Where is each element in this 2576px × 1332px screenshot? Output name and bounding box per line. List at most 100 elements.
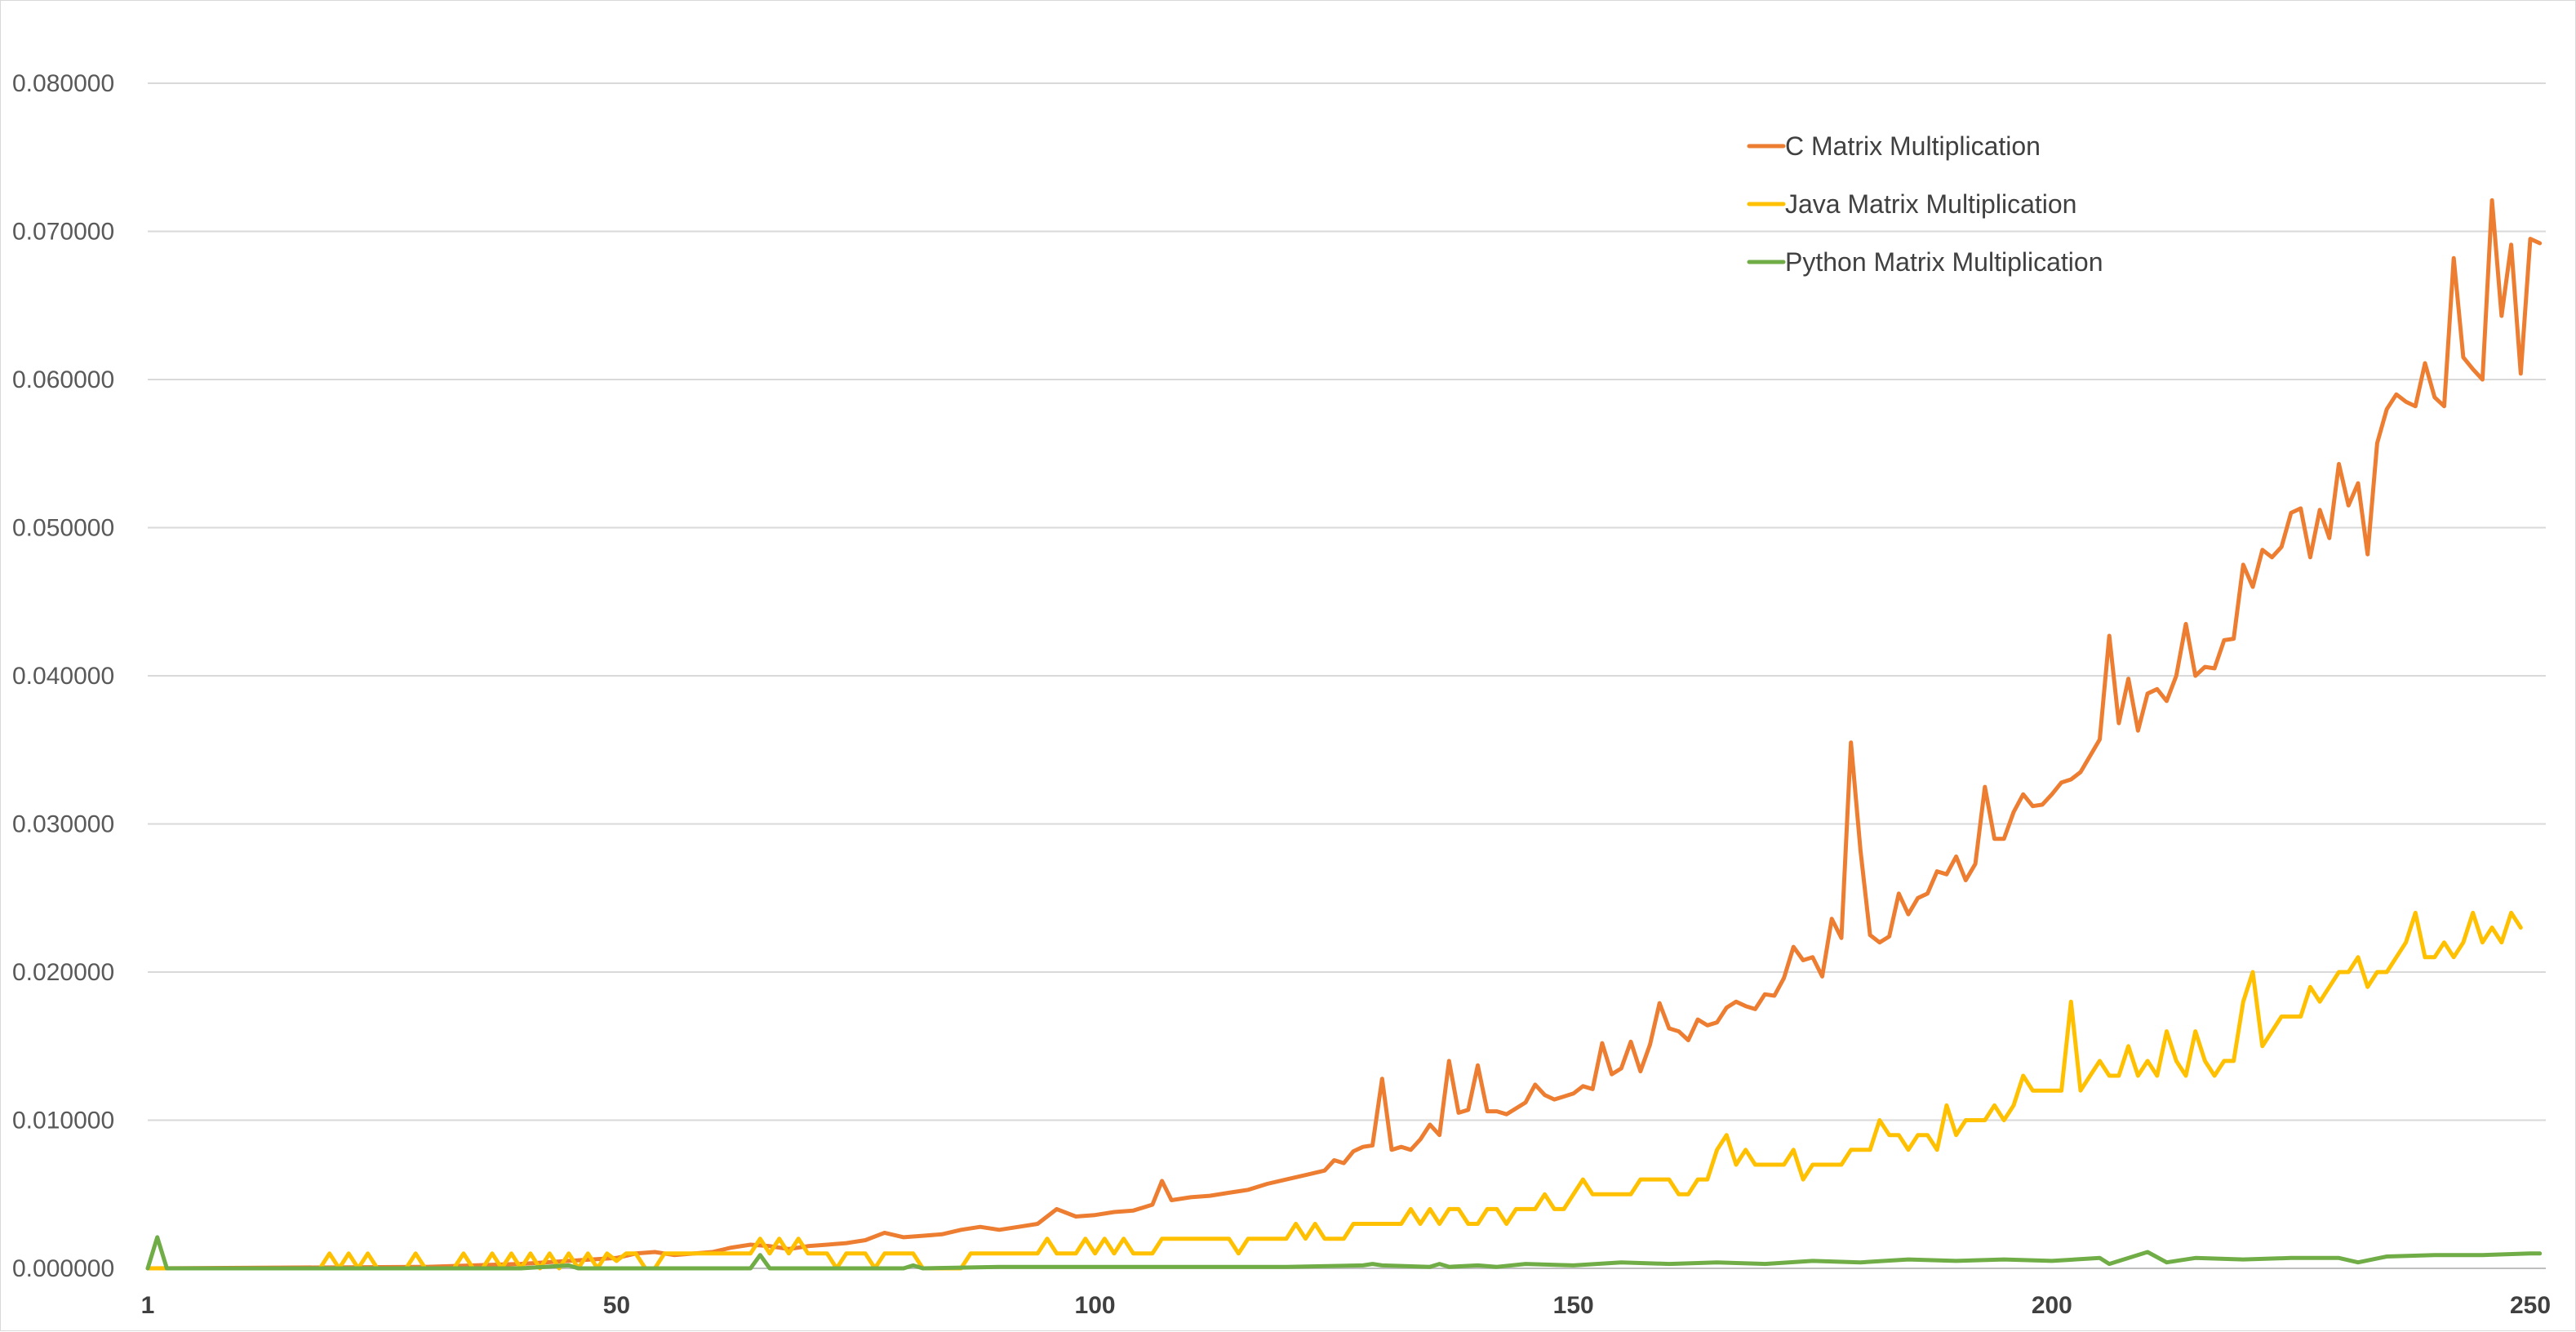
java-matrix-multiplication-point bbox=[1668, 1179, 1670, 1180]
c-matrix-multiplication-point bbox=[2252, 586, 2254, 588]
java-matrix-multiplication-point bbox=[2329, 986, 2330, 988]
java-matrix-multiplication-point bbox=[2070, 1001, 2072, 1003]
c-matrix-multiplication-point bbox=[2472, 368, 2474, 371]
java-matrix-multiplication-point bbox=[2357, 957, 2359, 958]
c-matrix-multiplication-point bbox=[1735, 1001, 1737, 1003]
c-matrix-multiplication-point bbox=[1055, 1208, 1058, 1210]
python-matrix-multiplication-point bbox=[1620, 1261, 1623, 1263]
java-matrix-multiplication-point bbox=[797, 1237, 799, 1240]
c-matrix-multiplication-point bbox=[1974, 863, 1976, 865]
java-matrix-multiplication-point bbox=[1477, 1223, 1479, 1225]
c-matrix-multiplication-point bbox=[1486, 1110, 1488, 1112]
c-matrix-multiplication-point bbox=[2194, 675, 2196, 677]
python-matrix-multiplication-point bbox=[1371, 1263, 1374, 1265]
java-matrix-multiplication-point bbox=[2118, 1075, 2120, 1077]
python-matrix-multiplication-point bbox=[520, 1268, 522, 1269]
java-matrix-multiplication-point bbox=[664, 1253, 665, 1254]
c-matrix-multiplication-point bbox=[1410, 1149, 1412, 1151]
c-matrix-multiplication-point bbox=[1152, 1204, 1153, 1205]
c-matrix-multiplication-point bbox=[1993, 837, 1996, 840]
c-matrix-multiplication-point bbox=[2127, 677, 2130, 680]
java-matrix-multiplication-point bbox=[2089, 1075, 2091, 1077]
java-matrix-multiplication-point bbox=[1486, 1208, 1488, 1210]
c-matrix-multiplication-point bbox=[769, 1245, 771, 1247]
python-matrix-multiplication-point bbox=[2538, 1253, 2541, 1254]
c-matrix-multiplication-point bbox=[1774, 995, 1775, 997]
c-matrix-multiplication-point bbox=[2003, 837, 2005, 840]
c-matrix-multiplication-point bbox=[1620, 1068, 1623, 1069]
java-matrix-multiplication-point bbox=[883, 1253, 886, 1254]
legend-entry-c-matrix-multiplication: C Matrix Multiplication bbox=[1747, 131, 2041, 161]
python-matrix-multiplication-point bbox=[2108, 1263, 2110, 1265]
c-matrix-multiplication-point bbox=[979, 1226, 981, 1228]
c-matrix-multiplication-point bbox=[1438, 1134, 1441, 1136]
java-matrix-multiplication-point bbox=[1850, 1149, 1852, 1151]
c-matrix-multiplication-point bbox=[2175, 675, 2178, 677]
c-matrix-multiplication-point bbox=[2443, 405, 2445, 407]
python-matrix-multiplication-point bbox=[759, 1254, 762, 1256]
c-matrix-multiplication-point bbox=[1209, 1195, 1210, 1197]
c-matrix-multiplication-point bbox=[1458, 1112, 1459, 1114]
c-matrix-multiplication-point bbox=[2396, 393, 2397, 396]
y-tick-label: 0.030000 bbox=[12, 811, 114, 838]
c-matrix-multiplication-point bbox=[903, 1237, 904, 1238]
java-matrix-multiplication-point bbox=[1984, 1119, 1986, 1121]
java-matrix-multiplication-point bbox=[2414, 912, 2417, 914]
c-matrix-multiplication-point bbox=[1304, 1174, 1307, 1176]
c-matrix-multiplication-point bbox=[2137, 730, 2139, 731]
c-matrix-multiplication-point bbox=[1018, 1226, 1019, 1228]
c-matrix-multiplication-point bbox=[1505, 1113, 1508, 1115]
java-matrix-multiplication-point bbox=[769, 1253, 771, 1254]
python-matrix-multiplication-point bbox=[1955, 1260, 1957, 1262]
c-matrix-multiplication-point bbox=[1792, 946, 1795, 948]
c-matrix-multiplication-point bbox=[1850, 741, 1852, 744]
c-matrix-multiplication-point bbox=[1190, 1197, 1192, 1198]
c-matrix-multiplication-point bbox=[1572, 1093, 1574, 1094]
c-matrix-multiplication-point bbox=[1496, 1110, 1498, 1112]
c-matrix-multiplication-point bbox=[1831, 917, 1832, 920]
java-matrix-multiplication-point bbox=[1888, 1134, 1890, 1136]
c-matrix-multiplication-point bbox=[2299, 508, 2302, 509]
python-matrix-multiplication-point bbox=[1859, 1261, 1862, 1263]
c-matrix-multiplication-point bbox=[2022, 793, 2024, 795]
java-matrix-multiplication-point bbox=[1161, 1237, 1163, 1240]
c-matrix-multiplication-point bbox=[2347, 504, 2350, 507]
c-matrix-multiplication-point bbox=[1869, 934, 1871, 936]
java-matrix-multiplication-point bbox=[2366, 986, 2369, 988]
c-matrix-multiplication-point bbox=[2529, 238, 2531, 240]
java-matrix-multiplication-point bbox=[1802, 1179, 1804, 1180]
java-matrix-multiplication-point bbox=[1094, 1253, 1096, 1254]
series-c-matrix-multiplication bbox=[145, 198, 2543, 1271]
x-tick-label: 100 bbox=[1075, 1292, 1116, 1319]
java-matrix-multiplication-point bbox=[2242, 1001, 2245, 1003]
c-matrix-multiplication-point bbox=[2099, 739, 2101, 740]
c-matrix-multiplication-point bbox=[2185, 623, 2187, 625]
c-matrix-multiplication-point bbox=[1640, 1070, 1641, 1072]
java-matrix-multiplication-point bbox=[788, 1253, 790, 1254]
c-matrix-multiplication-point bbox=[883, 1232, 886, 1234]
java-matrix-multiplication-point bbox=[1410, 1208, 1412, 1210]
python-matrix-multiplication-point bbox=[2165, 1261, 2168, 1263]
series-python-matrix-multiplication bbox=[145, 1235, 2543, 1271]
java-matrix-multiplication-point bbox=[1908, 1149, 1909, 1151]
c-matrix-multiplication-point bbox=[1984, 786, 1986, 788]
java-matrix-multiplication-point bbox=[1582, 1179, 1584, 1180]
c-matrix-multiplication-point bbox=[1725, 1006, 1728, 1009]
java-matrix-multiplication-point bbox=[1687, 1193, 1690, 1196]
java-matrix-multiplication-point bbox=[1505, 1223, 1508, 1225]
python-matrix-multiplication-point bbox=[769, 1268, 771, 1269]
c-matrix-multiplication-point bbox=[826, 1244, 828, 1245]
java-matrix-multiplication-point bbox=[1075, 1253, 1077, 1254]
java-matrix-multiplication-point bbox=[530, 1253, 531, 1254]
c-matrix-multiplication-point bbox=[2232, 637, 2235, 640]
python-matrix-multiplication-point bbox=[1362, 1264, 1364, 1267]
java-matrix-multiplication-point bbox=[1113, 1253, 1115, 1254]
python-matrix-multiplication-point bbox=[913, 1264, 914, 1267]
java-matrix-multiplication-point bbox=[1936, 1149, 1938, 1151]
c-matrix-multiplication-point bbox=[1324, 1170, 1326, 1171]
python-matrix-multiplication-point bbox=[2099, 1257, 2101, 1259]
python-matrix-multiplication-point bbox=[1477, 1264, 1479, 1267]
c-matrix-multiplication-point bbox=[2051, 793, 2053, 795]
c-matrix-multiplication-point bbox=[1477, 1064, 1479, 1067]
python-matrix-multiplication-point bbox=[1286, 1266, 1287, 1268]
